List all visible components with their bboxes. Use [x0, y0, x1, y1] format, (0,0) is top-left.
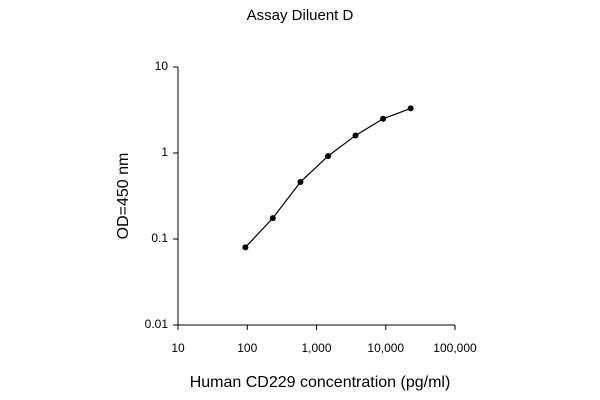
- chart-title: Assay Diluent D: [247, 7, 354, 24]
- x-tick-label: 10,000: [367, 341, 404, 355]
- data-point: [352, 132, 359, 139]
- data-point: [297, 179, 304, 186]
- y-tick-label: 10: [155, 59, 169, 73]
- x-tick-label: 1,000: [301, 341, 331, 355]
- x-tick-label: 10: [171, 341, 185, 355]
- y-tick-label: 0.01: [145, 317, 169, 331]
- x-tick-label: 100,000: [433, 341, 477, 355]
- y-tick-label: 0.1: [151, 231, 168, 245]
- data-point: [242, 244, 249, 251]
- data-point: [407, 105, 414, 112]
- data-point: [269, 215, 276, 222]
- x-tick-label: 100: [237, 341, 257, 355]
- data-point: [324, 153, 331, 160]
- data-point: [380, 115, 387, 122]
- y-tick-label: 1: [161, 145, 168, 159]
- y-axis-label: OD=450 nm: [115, 153, 132, 240]
- x-axis-label: Human CD229 concentration (pg/ml): [190, 374, 451, 391]
- series-line: [244, 107, 411, 248]
